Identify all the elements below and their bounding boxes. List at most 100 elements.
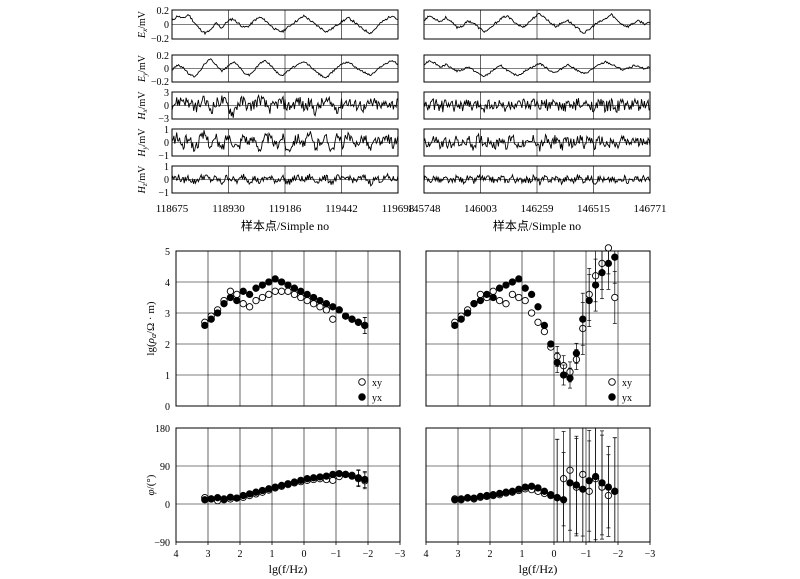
mt-y-tick-label: 90 [160,462,170,473]
yx-marker [591,472,600,481]
yx-marker [207,315,215,323]
xy-marker [316,303,324,311]
yx-marker [284,480,292,488]
yx-marker [534,484,542,492]
xy-marker [329,315,337,323]
mt-y-tick-label: 180 [155,424,170,435]
mt-frame [425,250,651,407]
legend-xy-marker [608,378,616,386]
yx-marker [341,312,350,320]
yx-marker [277,481,286,490]
mt-x-tick-label: −3 [645,549,656,560]
ts-x-tick-label: 118675 [156,203,189,215]
yx-marker [559,496,568,504]
legend-yx-label: yx [372,393,382,404]
mt-y-axis-label: φ/(°) [145,474,157,495]
ts-tick-label: 0 [164,175,169,186]
ts-tick-label: 1 [164,162,169,173]
yx-marker [303,475,311,483]
yx-marker [572,481,581,489]
ts-trace [423,132,651,152]
ts-trace [423,97,651,114]
mt-x-tick-label: 2 [488,549,493,560]
yx-marker [521,284,529,292]
yx-marker [258,486,267,495]
xy-marker [297,293,305,302]
yx-marker [341,470,350,479]
yx-marker [579,485,587,493]
resistivity-right-panel: xy yx [425,244,651,407]
yx-marker [470,300,478,308]
ts-tick-label: 0 [164,64,169,75]
xy-marker [502,300,510,308]
time-series-left-panel: 0.20−0.2Ex/mV0.20−0.2Ey/mV30−3Hx/mV10−1H… [137,6,415,233]
yx-marker [508,278,517,286]
yx-marker [540,321,549,330]
yx-marker [303,290,311,299]
yx-marker [277,278,286,286]
xy-marker [245,303,254,311]
ts-x-axis-label: 样本点/Simple no [493,218,581,233]
xy-marker [290,290,299,299]
yx-marker [463,309,472,317]
mt-x-axis-label: lg(f/Hz) [519,562,558,576]
yx-marker [495,284,504,292]
yx-marker [502,488,510,496]
yx-marker [515,275,523,283]
mt-frame [175,427,401,543]
yx-marker [354,474,363,482]
channel-label: Hy/mV [137,128,149,158]
ts-trace [171,93,399,118]
yx-marker [354,318,363,326]
ts-tick-label: 1 [164,125,169,136]
yx-marker [213,309,222,317]
yx-marker [252,284,260,292]
ts-x-tick-label: 119186 [269,203,302,215]
xy-marker [611,293,619,302]
yx-marker [598,479,606,487]
yx-marker [553,358,561,367]
ts-tick-label: −1 [158,151,169,162]
yx-marker [495,489,504,498]
xy-marker [489,287,497,295]
yx-marker [598,269,606,277]
mt-x-tick-label: 4 [174,549,179,560]
xy-marker [508,290,517,299]
yx-marker [329,303,337,311]
yx-marker [470,494,478,502]
yx-marker [239,491,247,500]
ts-tick-label: 0.2 [157,6,170,17]
xy-marker [534,318,542,326]
xy-marker [233,290,241,299]
mt-x-tick-label: 2 [238,549,243,560]
xy-marker [322,306,331,314]
mt-x-tick-label: 0 [552,549,557,560]
ts-tick-label: −1 [158,188,169,199]
yx-marker [201,496,209,504]
yx-marker [579,315,587,323]
xy-marker [329,476,337,485]
yx-marker [604,483,613,491]
yx-marker [591,281,600,289]
yx-marker [335,469,343,478]
mt-y-tick-label: −90 [154,538,170,549]
ts-x-tick-label: 146259 [521,203,555,215]
yx-marker [527,290,536,299]
legend-xy-marker [358,378,366,386]
ts-tick-label: 3 [164,88,169,99]
yx-marker [233,296,241,305]
xy-marker [527,309,536,317]
mt-y-tick-label: 4 [165,278,170,289]
yx-marker [463,494,472,502]
yx-marker [489,293,497,302]
yx-marker [604,259,613,268]
yx-marker [348,315,356,323]
ts-trace [171,172,399,187]
yx-marker [213,494,222,502]
yx-marker [271,483,279,491]
ts-tick-label: 0.2 [157,51,170,62]
yx-marker [559,371,568,379]
yx-marker [309,293,318,302]
legend-xy-label: xy [622,378,632,389]
